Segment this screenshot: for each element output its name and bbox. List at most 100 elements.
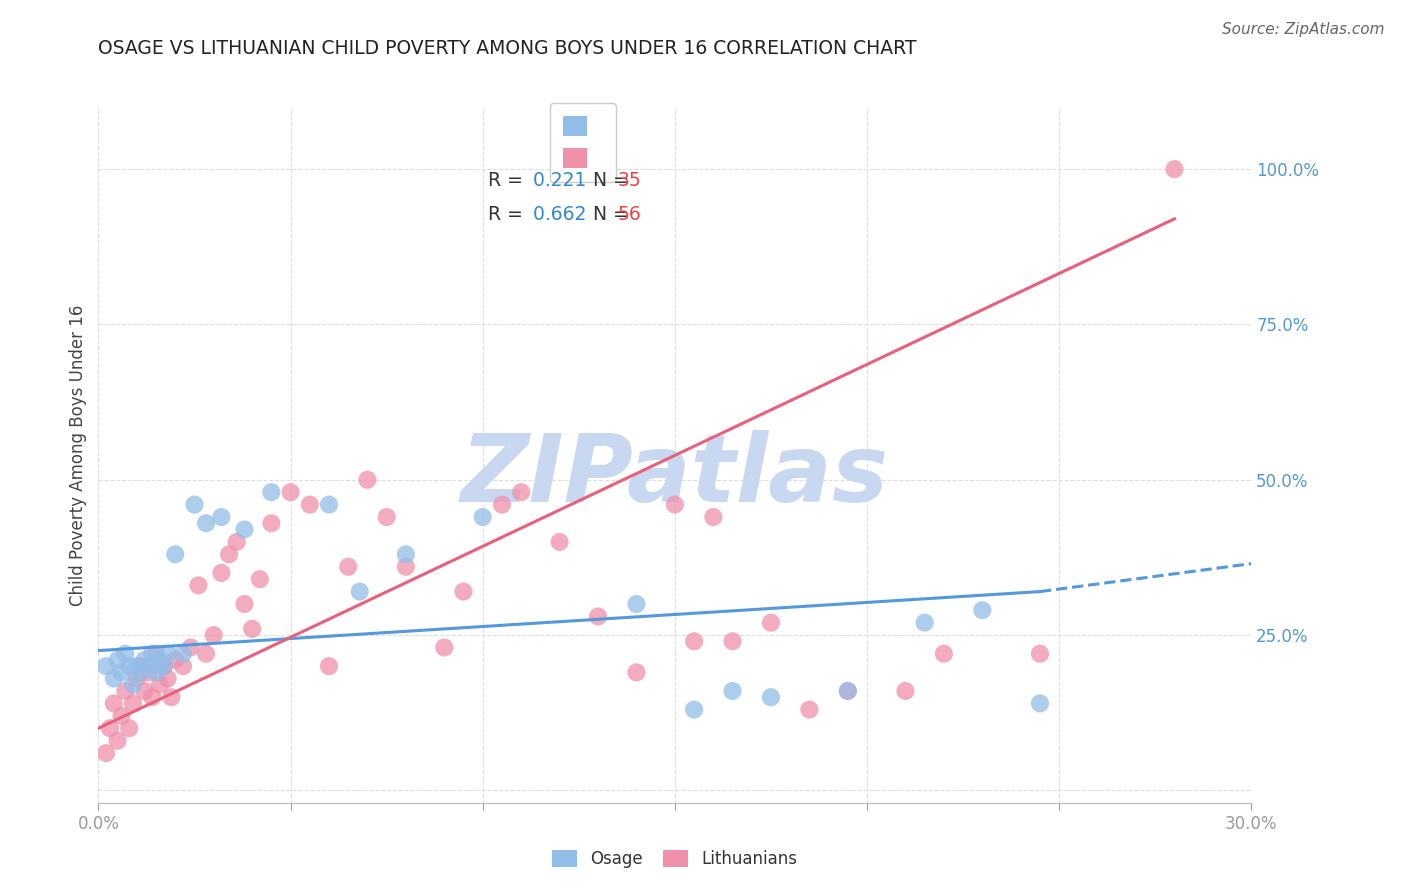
Point bbox=[218, 547, 240, 561]
Text: R =: R = bbox=[488, 205, 529, 225]
Point bbox=[141, 647, 163, 661]
Point bbox=[702, 510, 724, 524]
Point bbox=[110, 665, 132, 680]
Point bbox=[799, 703, 821, 717]
Point bbox=[626, 665, 648, 680]
Point bbox=[1029, 697, 1052, 711]
Point bbox=[356, 473, 378, 487]
Point bbox=[94, 746, 117, 760]
Point bbox=[240, 622, 263, 636]
Point bbox=[233, 597, 256, 611]
Text: R =: R = bbox=[488, 170, 529, 190]
Point bbox=[152, 659, 174, 673]
Point bbox=[233, 523, 256, 537]
Point bbox=[138, 659, 160, 673]
Point bbox=[318, 498, 340, 512]
Y-axis label: Child Poverty Among Boys Under 16: Child Poverty Among Boys Under 16 bbox=[69, 304, 87, 606]
Point bbox=[141, 690, 163, 705]
Point bbox=[721, 684, 744, 698]
Point bbox=[98, 721, 121, 735]
Point bbox=[149, 678, 172, 692]
Point bbox=[125, 672, 148, 686]
Point bbox=[180, 640, 202, 655]
Point bbox=[183, 498, 205, 512]
Point bbox=[626, 597, 648, 611]
Point bbox=[129, 659, 152, 673]
Point bbox=[202, 628, 225, 642]
Point bbox=[145, 665, 167, 680]
Point bbox=[337, 559, 360, 574]
Point bbox=[209, 566, 232, 580]
Point bbox=[471, 510, 494, 524]
Point bbox=[395, 559, 418, 574]
Point bbox=[165, 547, 187, 561]
Point bbox=[894, 684, 917, 698]
Point bbox=[145, 647, 167, 661]
Point bbox=[375, 510, 398, 524]
Point bbox=[510, 485, 533, 500]
Point bbox=[318, 659, 340, 673]
Point bbox=[260, 516, 283, 531]
Point bbox=[134, 653, 156, 667]
Point bbox=[298, 498, 321, 512]
Point bbox=[683, 703, 706, 717]
Point bbox=[129, 665, 152, 680]
Point bbox=[134, 684, 156, 698]
Point bbox=[114, 647, 136, 661]
Point bbox=[103, 672, 125, 686]
Point bbox=[165, 653, 187, 667]
Text: N =: N = bbox=[581, 170, 634, 190]
Text: N =: N = bbox=[581, 205, 634, 225]
Point bbox=[149, 653, 172, 667]
Point bbox=[172, 659, 194, 673]
Point bbox=[260, 485, 283, 500]
Point bbox=[103, 697, 125, 711]
Text: 56: 56 bbox=[617, 205, 641, 225]
Text: Source: ZipAtlas.com: Source: ZipAtlas.com bbox=[1222, 22, 1385, 37]
Point bbox=[433, 640, 456, 655]
Point bbox=[172, 647, 194, 661]
Point bbox=[586, 609, 609, 624]
Text: ZIPatlas: ZIPatlas bbox=[461, 430, 889, 522]
Text: OSAGE VS LITHUANIAN CHILD POVERTY AMONG BOYS UNDER 16 CORRELATION CHART: OSAGE VS LITHUANIAN CHILD POVERTY AMONG … bbox=[98, 39, 917, 58]
Point bbox=[156, 672, 179, 686]
Text: 0.662: 0.662 bbox=[527, 205, 586, 225]
Point bbox=[122, 678, 145, 692]
Legend: Osage, Lithuanians: Osage, Lithuanians bbox=[546, 843, 804, 874]
Point bbox=[187, 578, 209, 592]
Text: 0.221: 0.221 bbox=[527, 170, 586, 190]
Point bbox=[94, 659, 117, 673]
Point bbox=[759, 690, 782, 705]
Point bbox=[837, 684, 859, 698]
Point bbox=[280, 485, 302, 500]
Point bbox=[125, 659, 148, 673]
Point bbox=[152, 659, 174, 673]
Point bbox=[195, 647, 218, 661]
Point bbox=[453, 584, 475, 599]
Point bbox=[914, 615, 936, 630]
Point bbox=[160, 690, 183, 705]
Point bbox=[349, 584, 371, 599]
Point bbox=[664, 498, 686, 512]
Point bbox=[721, 634, 744, 648]
Point bbox=[683, 634, 706, 648]
Point bbox=[225, 534, 247, 549]
Point bbox=[209, 510, 232, 524]
Point bbox=[118, 659, 141, 673]
Point bbox=[107, 733, 129, 747]
Point bbox=[491, 498, 513, 512]
Point bbox=[138, 665, 160, 680]
Point bbox=[1029, 647, 1052, 661]
Point bbox=[837, 684, 859, 698]
Point bbox=[107, 653, 129, 667]
Point bbox=[122, 697, 145, 711]
Point bbox=[118, 721, 141, 735]
Point bbox=[759, 615, 782, 630]
Point bbox=[1163, 162, 1185, 177]
Point bbox=[972, 603, 994, 617]
Point bbox=[195, 516, 218, 531]
Point bbox=[249, 572, 271, 586]
Point bbox=[395, 547, 418, 561]
Point bbox=[110, 708, 132, 723]
Point bbox=[114, 684, 136, 698]
